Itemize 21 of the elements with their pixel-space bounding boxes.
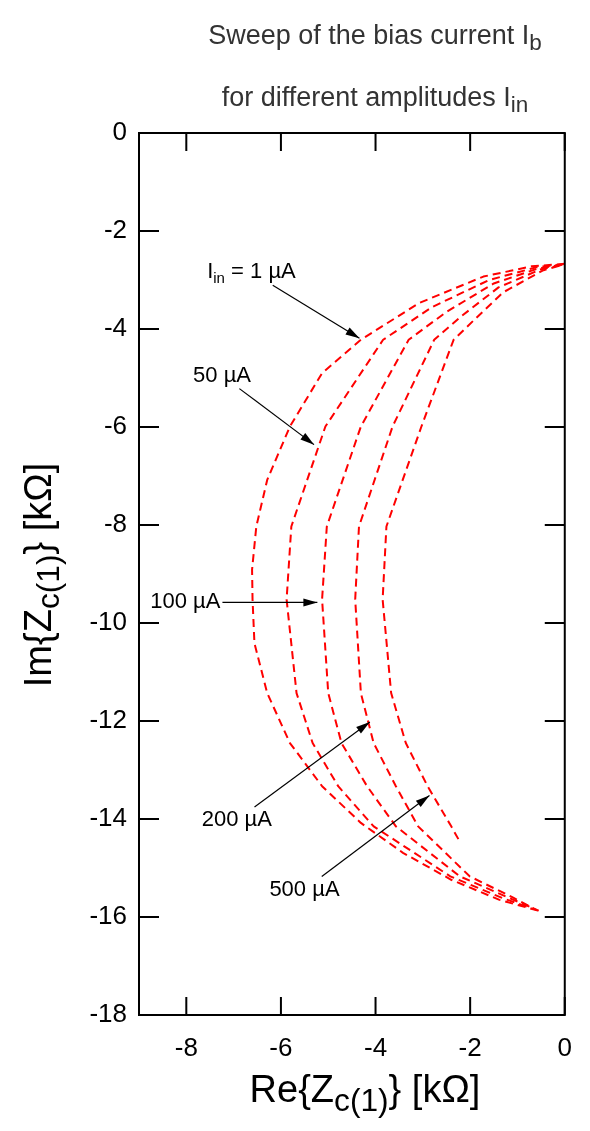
annotation: 100 µA (150, 588, 221, 614)
y-tick-label: -18 (89, 998, 127, 1029)
annotation: 500 µA (269, 875, 340, 901)
y-tick-label: -10 (89, 606, 127, 637)
y-tick-label: 0 (112, 116, 127, 147)
y-tick-label: -4 (103, 312, 127, 343)
annotation: 50 µA (193, 361, 252, 387)
x-axis-title: Re{Z$_{c(1)}$} [kΩ] (248, 1068, 482, 1119)
chart-title: Sweep of the bias current I$_{b}$ for different amplitudes I$_{in}$ (208, 20, 542, 118)
x-tick-label: -8 (174, 1031, 198, 1062)
y-tick-label: -6 (103, 410, 127, 441)
x-tick-label: 0 (557, 1031, 572, 1062)
y-tick-label: -8 (103, 508, 127, 539)
x-tick-label: -4 (363, 1031, 388, 1062)
y-tick-label: -14 (89, 802, 127, 833)
y-tick-label: -16 (89, 900, 127, 931)
annotation: 200 µA (201, 806, 273, 832)
y-tick-label: -2 (103, 214, 127, 245)
x-tick-label: -2 (458, 1031, 482, 1062)
y-tick-label: -12 (89, 704, 127, 735)
x-tick-label: -6 (269, 1031, 293, 1062)
